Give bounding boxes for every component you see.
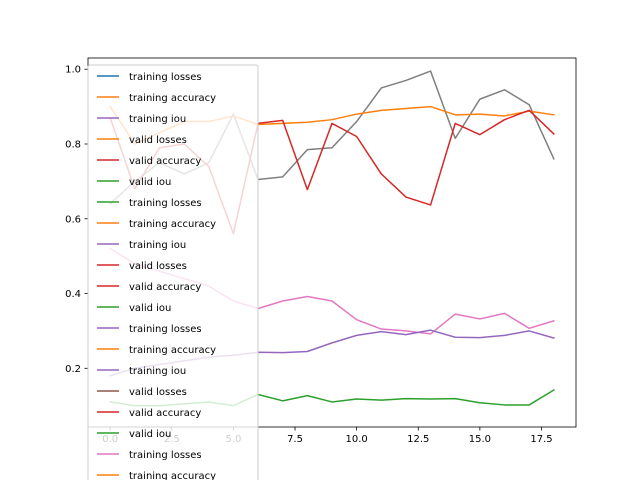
legend-label: training losses [129, 450, 202, 461]
y-tick-label: 0.4 [65, 289, 81, 300]
y-tick-label: 1.0 [65, 65, 81, 76]
legend-label: valid accuracy [129, 156, 201, 167]
legend-label: valid accuracy [129, 282, 201, 293]
x-tick-label: 10.0 [346, 434, 368, 445]
legend-label: training accuracy [129, 93, 216, 104]
legend-label: training accuracy [129, 219, 216, 230]
legend: training losses training accuracy training… [87, 64, 259, 480]
legend-label: valid iou [129, 429, 171, 440]
legend-label: training losses [129, 72, 202, 83]
legend-label: training accuracy [129, 345, 216, 356]
legend-label: valid losses [129, 135, 187, 146]
legend-label: valid losses [129, 387, 187, 398]
legend-label: training iou [129, 366, 186, 377]
legend-label: valid iou [129, 177, 171, 188]
y-tick-label: 0.8 [65, 139, 81, 150]
x-tick-label: 12.5 [407, 434, 429, 445]
legend-label: valid accuracy [129, 408, 201, 419]
legend-label: valid iou [129, 303, 171, 314]
x-tick-label: 17.5 [530, 434, 552, 445]
legend-label: training losses [129, 198, 202, 209]
legend-label: training iou [129, 240, 186, 251]
legend-label: valid losses [129, 261, 187, 272]
legend-label: training accuracy [129, 471, 216, 480]
x-tick-label: 7.5 [287, 434, 303, 445]
legend-label: training losses [129, 324, 202, 335]
y-tick-label: 0.6 [65, 214, 81, 225]
legend-label: training iou [129, 114, 186, 125]
y-tick-label: 0.2 [65, 364, 81, 375]
x-tick-label: 15.0 [469, 434, 491, 445]
legend-box [87, 64, 259, 480]
